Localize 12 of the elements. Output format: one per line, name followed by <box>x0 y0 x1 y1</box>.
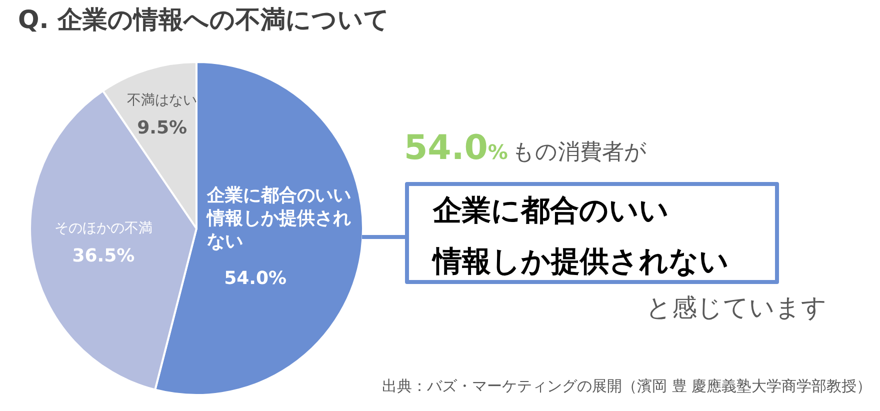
source-note: 出典：バズ・マーケティングの展開（濱岡 豊 慶應義塾大学商学部教授） <box>382 377 872 396</box>
text: 情報しか提供されない <box>433 243 729 280</box>
text: 企業に都合のいい <box>433 192 669 229</box>
slice-label: そのほかの不満 <box>54 220 152 236</box>
data-label: 9.5% <box>137 117 188 138</box>
text: 54.0%もの消費者が <box>404 128 647 168</box>
data-label: 54.0% <box>224 268 287 290</box>
slice-label: 不満はない <box>127 92 198 108</box>
chart-title: Q. 企業の情報への不満について <box>18 4 390 36</box>
data-label: 36.5% <box>72 245 135 266</box>
slice-label: 企業に都合のいい情報しか提供されない <box>206 185 352 252</box>
text: と感じています <box>646 292 827 324</box>
